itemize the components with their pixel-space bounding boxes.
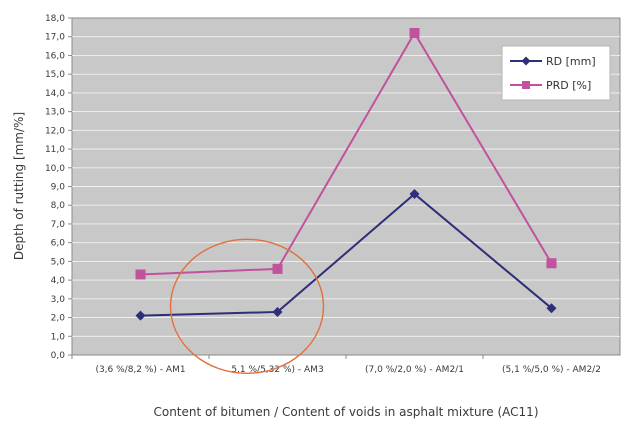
y-tick-label: 8,0 [51,201,66,211]
y-tick-label: 16,0 [45,51,65,61]
y-tick-label: 4,0 [51,276,66,286]
series-lines [140,31,553,317]
y-tick-label: 17,0 [45,33,65,43]
legend-label-rd: RD [mm] [546,55,596,68]
y-tick-label: 12,0 [45,126,65,136]
x-axis-categories: (3,6 %/8,2 %) - AM1 5,1 %/5,32 %) - AM3 (7… [71,355,601,375]
data-point-square [272,263,283,274]
data-point-square [135,269,146,280]
data-point-square [409,27,420,38]
y-axis-ticks: 0,0 1,0 2,0 3,0 4,0 5,0 6,0 7,0 8,0 9,0 10,0 11,0 12… [45,14,72,361]
legend-marker-prd [522,81,530,89]
y-tick-label: 2,0 [51,314,66,324]
y-tick-label: 1,0 [51,332,66,342]
legend-marker-rd [521,56,531,66]
series-markers [135,27,557,321]
x-axis-title: Content of bitumen / Content of voids in… [153,405,538,419]
y-tick-label: 0,0 [51,351,66,361]
series-line-0 [140,192,553,317]
legend-box [501,45,611,101]
y-tick-label: 11,0 [45,145,65,155]
legend: RD [mm] PRD [%] [501,45,611,101]
series-line-1 [140,31,553,276]
y-tick-label: 18,0 [45,14,65,24]
data-point-diamond [409,188,420,199]
data-point-diamond [272,306,283,317]
y-tick-label: 5,0 [51,257,66,267]
x-category-label: (7,0 %/2,0 %) - AM2/1 [365,365,464,375]
y-tick-label: 15,0 [45,70,65,80]
y-axis-title: Depth of rutting [mm/%] [12,112,26,260]
y-tick-label: 14,0 [45,89,65,99]
x-category-label: 5,1 %/5,32 %) - AM3 [231,365,323,375]
legend-label-prd: PRD [%] [546,79,591,92]
data-point-diamond [135,310,146,321]
y-tick-label: 6,0 [51,239,66,249]
y-tick-label: 13,0 [45,108,65,118]
data-point-square [546,258,557,269]
highlight-ellipse [169,238,325,375]
y-tick-label: 9,0 [51,183,66,193]
x-category-label: (5,1 %/5,0 %) - AM2/2 [502,365,601,375]
y-tick-label: 7,0 [51,220,66,230]
data-point-diamond [546,303,557,314]
x-category-label: (3,6 %/8,2 %) - AM1 [95,365,185,375]
y-tick-label: 10,0 [45,164,65,174]
y-tick-label: 3,0 [51,295,66,305]
